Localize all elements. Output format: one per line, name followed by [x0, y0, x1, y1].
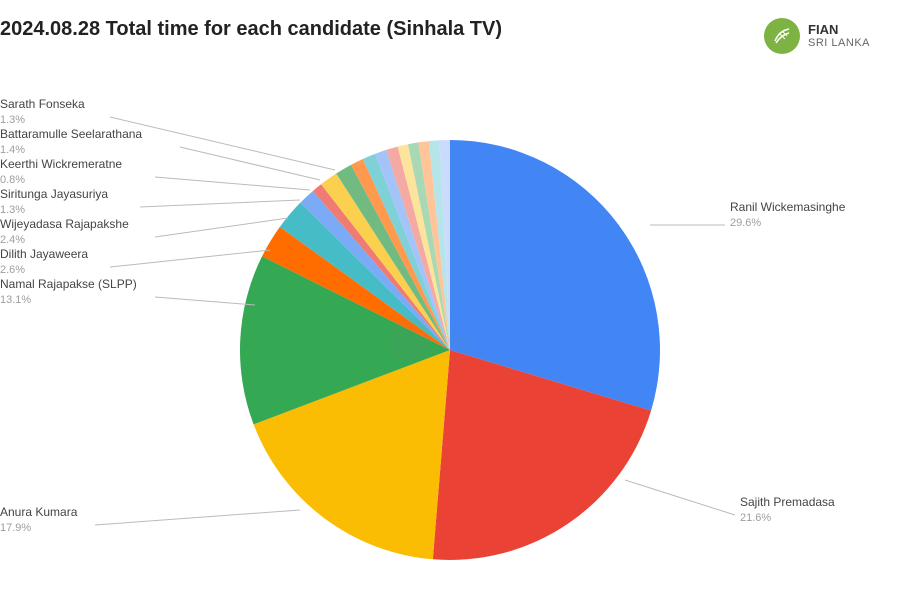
slice-label-name: Siritunga Jayasuriya — [0, 187, 108, 203]
slice-label-pct: 29.6% — [730, 216, 845, 230]
slice-label: Battaramulle Seelarathana1.4% — [0, 127, 142, 157]
slice-label: Sajith Premadasa21.6% — [740, 495, 835, 525]
slice-label: Anura Kumara17.9% — [0, 505, 77, 535]
slice-label-name: Keerthi Wickremeratne — [0, 157, 122, 173]
slice-label: Siritunga Jayasuriya1.3% — [0, 187, 108, 217]
slice-label-pct: 1.3% — [0, 203, 108, 217]
slice-label-name: Sajith Premadasa — [740, 495, 835, 511]
pie-chart: FIAN SRI LANKA Ranil Wickemasinghe29.6% Sa… — [0, 50, 900, 600]
leader-line — [625, 480, 735, 515]
logo-text-1: FIAN — [808, 23, 870, 37]
slice-label: Dilith Jayaweera2.6% — [0, 247, 88, 277]
brand-logo: FIAN SRI LANKA — [764, 18, 870, 54]
leader-line — [155, 177, 310, 190]
leader-line — [155, 297, 255, 305]
slice-label-name: Dilith Jayaweera — [0, 247, 88, 263]
leader-line — [110, 250, 270, 267]
slice-label-pct: 17.9% — [0, 521, 77, 535]
slice-label: Ranil Wickemasinghe29.6% — [730, 200, 845, 230]
slice-label: Wijeyadasa Rajapakshe2.4% — [0, 217, 129, 247]
slice-label: Keerthi Wickremeratne0.8% — [0, 157, 122, 187]
logo-text-2: SRI LANKA — [808, 37, 870, 49]
slice-label-pct: 13.1% — [0, 293, 137, 307]
leader-line — [110, 117, 335, 170]
chart-title: 2024.08.28 Total time for each candidate… — [0, 18, 502, 41]
slice-label-name: Ranil Wickemasinghe — [730, 200, 845, 216]
slice-label-pct: 21.6% — [740, 511, 835, 525]
slice-label-pct: 1.3% — [0, 113, 85, 127]
svg-text:SRI LANKA: SRI LANKA — [440, 350, 487, 360]
leader-line — [95, 510, 300, 525]
slice-label-pct: 2.4% — [0, 233, 129, 247]
leader-line — [180, 147, 320, 180]
slice-label-pct: 0.8% — [0, 173, 122, 187]
slice-label-name: Wijeyadasa Rajapakshe — [0, 217, 129, 233]
leader-line — [140, 200, 300, 207]
slice-label-name: Anura Kumara — [0, 505, 77, 521]
slice-label-pct: 1.4% — [0, 143, 142, 157]
slice-label: Namal Rajapakse (SLPP)13.1% — [0, 277, 137, 307]
slice-label-pct: 2.6% — [0, 263, 88, 277]
svg-text:FIAN: FIAN — [440, 334, 468, 348]
slice-label: Sarath Fonseka1.3% — [0, 97, 85, 127]
slice-label-name: Namal Rajapakse (SLPP) — [0, 277, 137, 293]
slice-label-name: Battaramulle Seelarathana — [0, 127, 142, 143]
leader-line — [155, 218, 288, 237]
logo-icon — [764, 18, 800, 54]
slice-label-name: Sarath Fonseka — [0, 97, 85, 113]
